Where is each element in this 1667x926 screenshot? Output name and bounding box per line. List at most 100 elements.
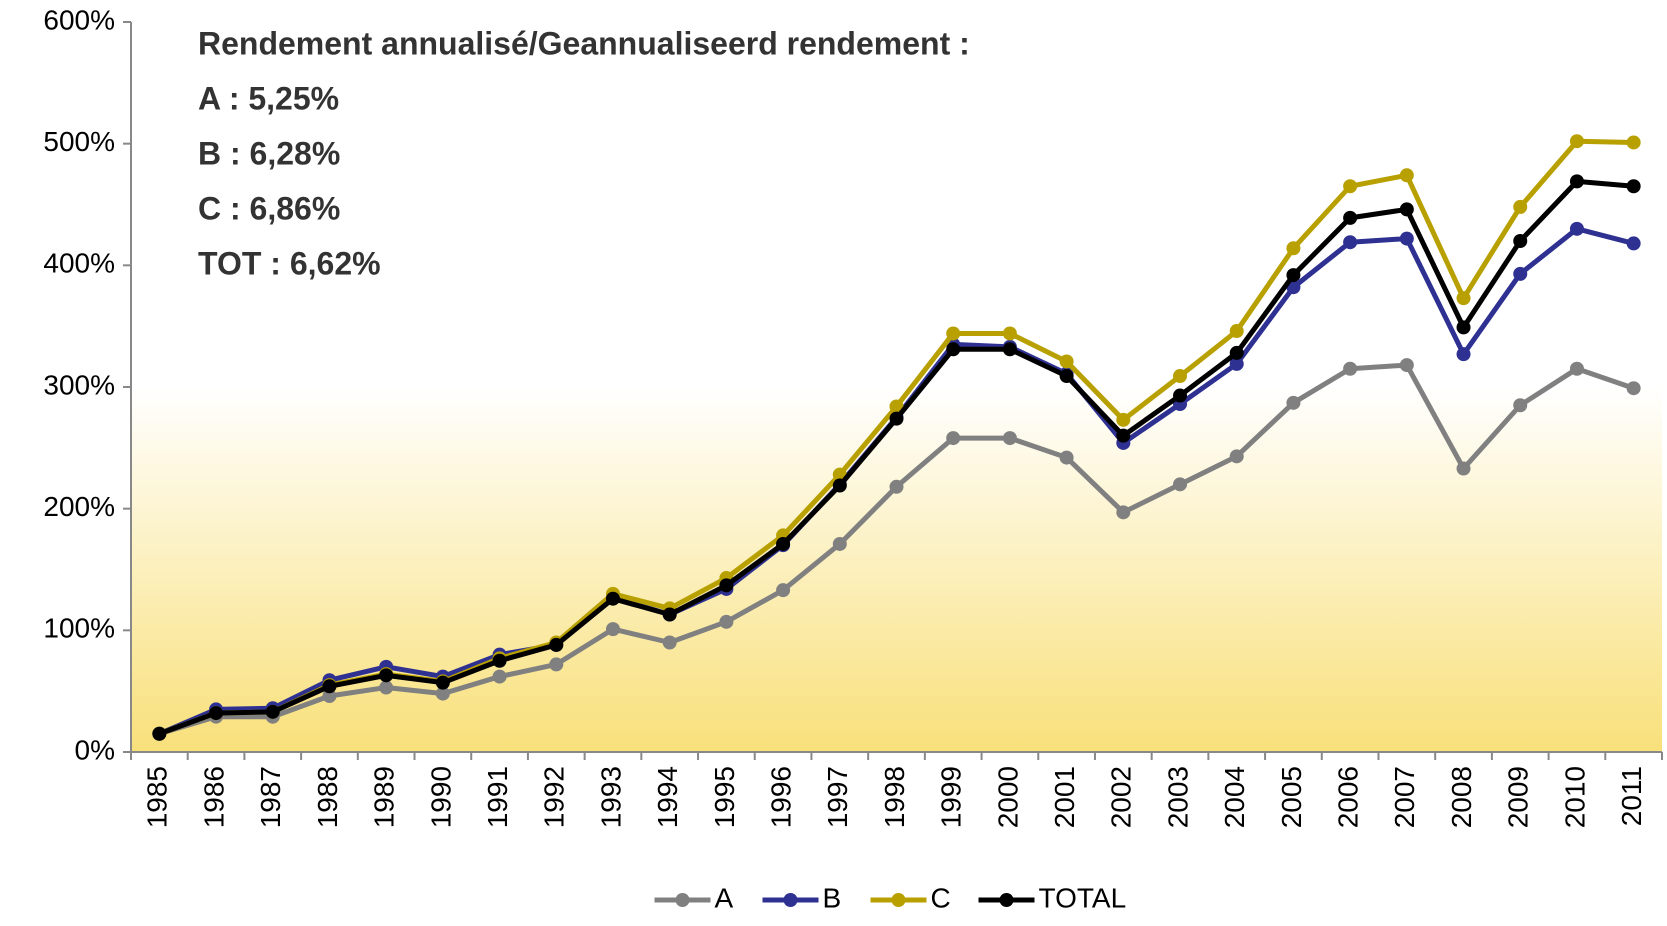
annotation: Rendement annualisé/Geannualiseerd rende… [198,25,970,61]
x-tick-label: 2000 [992,766,1023,828]
point [435,675,450,690]
point [1059,369,1074,384]
point [1569,361,1584,376]
y-tick-label: 100% [43,613,115,644]
point [1116,505,1131,520]
plot-background [131,387,1662,752]
point [776,583,791,598]
point [1513,266,1528,281]
point [1286,241,1301,256]
point [265,704,280,719]
legend-marker [891,893,906,907]
point [1456,347,1471,362]
x-tick-label: 2007 [1389,766,1420,828]
point [662,635,677,650]
point [1116,428,1131,443]
point [492,669,507,684]
point [1569,221,1584,236]
annotation: C : 6,86% [198,190,340,226]
point [1399,168,1414,183]
point [492,653,507,668]
point [209,706,224,721]
point [1286,395,1301,410]
x-tick-label: 2002 [1106,766,1137,828]
legend-marker [783,893,798,907]
point [379,680,394,695]
point [946,342,961,357]
point [1626,179,1641,194]
point [322,689,337,704]
legend-marker [675,893,690,907]
point [1513,234,1528,248]
point [1399,231,1414,246]
x-tick-label: 1997 [822,766,853,828]
x-tick-label: 1992 [539,766,570,828]
x-tick-label: 1990 [425,766,456,828]
annotation: A : 5,25% [198,80,339,116]
x-tick-label: 2011 [1616,766,1647,826]
x-tick-label: 2004 [1219,766,1250,828]
x-tick-label: 1998 [879,766,910,828]
x-tick-label: 1996 [765,766,796,828]
x-tick-label: 1986 [198,766,229,828]
point [1002,342,1017,357]
point [1456,461,1471,476]
point [605,622,620,637]
point [1343,235,1358,250]
x-tick-label: 2010 [1559,766,1590,828]
x-tick-label: 2003 [1162,766,1193,828]
point [1229,345,1244,360]
point [1059,450,1074,465]
annotation: TOT : 6,62% [198,245,381,281]
point [1343,179,1358,194]
point [832,478,847,493]
point [946,326,961,341]
x-tick-label: 1999 [936,766,967,828]
legend-label: TOTAL [1039,882,1127,913]
point [946,431,961,446]
point [1343,361,1358,376]
point [1626,381,1641,396]
point [1059,354,1074,369]
x-tick-label: 1995 [709,766,740,828]
legend-label: B [823,882,842,913]
point [379,668,394,683]
x-tick-label: 1985 [142,766,173,828]
x-tick-label: 1988 [312,766,343,828]
point [1569,174,1584,189]
y-tick-label: 400% [43,248,115,279]
y-tick-label: 200% [43,491,115,522]
y-tick-label: 500% [43,126,115,157]
point [1513,398,1528,413]
x-tick-label: 1994 [652,766,683,828]
x-tick-label: 1991 [482,766,513,828]
y-tick-label: 0% [75,734,115,765]
point [1626,236,1641,251]
x-tick-label: 2005 [1276,766,1307,828]
point [1569,134,1584,149]
point [1456,291,1471,306]
y-tick-label: 300% [43,369,115,400]
x-tick-label: 2008 [1446,766,1477,828]
point [605,591,620,606]
point [1173,477,1188,492]
point [1229,324,1244,339]
point [1229,449,1244,464]
point [889,399,904,414]
legend-label: C [931,882,951,913]
x-tick-label: 1987 [255,766,286,828]
x-tick-label: 2009 [1503,766,1534,828]
y-tick-label: 600% [43,4,115,35]
point [889,479,904,494]
x-tick-label: 2006 [1333,766,1364,828]
point [549,657,564,672]
point [152,726,167,741]
legend-label: A [715,882,734,913]
point [1286,268,1301,283]
point [662,607,677,622]
point [1002,431,1017,446]
annotation: B : 6,28% [198,135,340,171]
point [776,536,791,551]
point [1399,358,1414,373]
